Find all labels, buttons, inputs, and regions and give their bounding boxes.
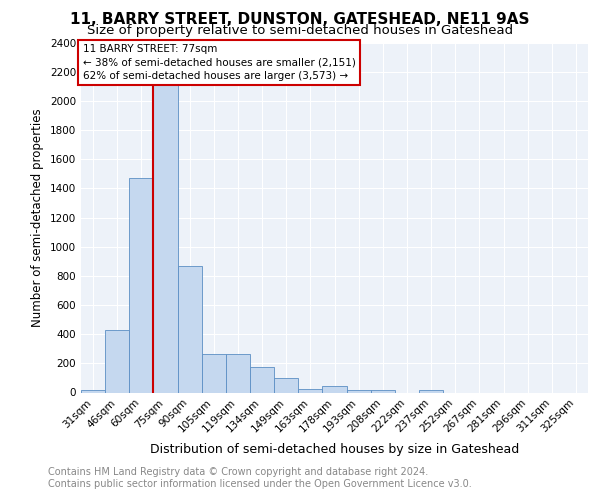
Bar bbox=[322, 386, 347, 392]
Bar bbox=[226, 354, 250, 393]
Text: Contains HM Land Registry data © Crown copyright and database right 2024.
Contai: Contains HM Land Registry data © Crown c… bbox=[48, 468, 472, 489]
Bar bbox=[178, 266, 202, 392]
Bar bbox=[202, 354, 226, 393]
Text: 11, BARRY STREET, DUNSTON, GATESHEAD, NE11 9AS: 11, BARRY STREET, DUNSTON, GATESHEAD, NE… bbox=[70, 12, 530, 26]
Bar bbox=[419, 390, 443, 392]
Bar bbox=[298, 389, 322, 392]
Y-axis label: Number of semi-detached properties: Number of semi-detached properties bbox=[31, 108, 44, 327]
X-axis label: Distribution of semi-detached houses by size in Gateshead: Distribution of semi-detached houses by … bbox=[150, 442, 519, 456]
Bar bbox=[274, 378, 298, 392]
Bar bbox=[129, 178, 154, 392]
Bar bbox=[81, 390, 105, 392]
Bar bbox=[371, 390, 395, 392]
Text: Size of property relative to semi-detached houses in Gateshead: Size of property relative to semi-detach… bbox=[87, 24, 513, 37]
Bar bbox=[347, 390, 371, 392]
Text: 11 BARRY STREET: 77sqm
← 38% of semi-detached houses are smaller (2,151)
62% of : 11 BARRY STREET: 77sqm ← 38% of semi-det… bbox=[83, 44, 355, 80]
Bar bbox=[250, 367, 274, 392]
Bar bbox=[105, 330, 129, 392]
Bar bbox=[154, 60, 178, 392]
